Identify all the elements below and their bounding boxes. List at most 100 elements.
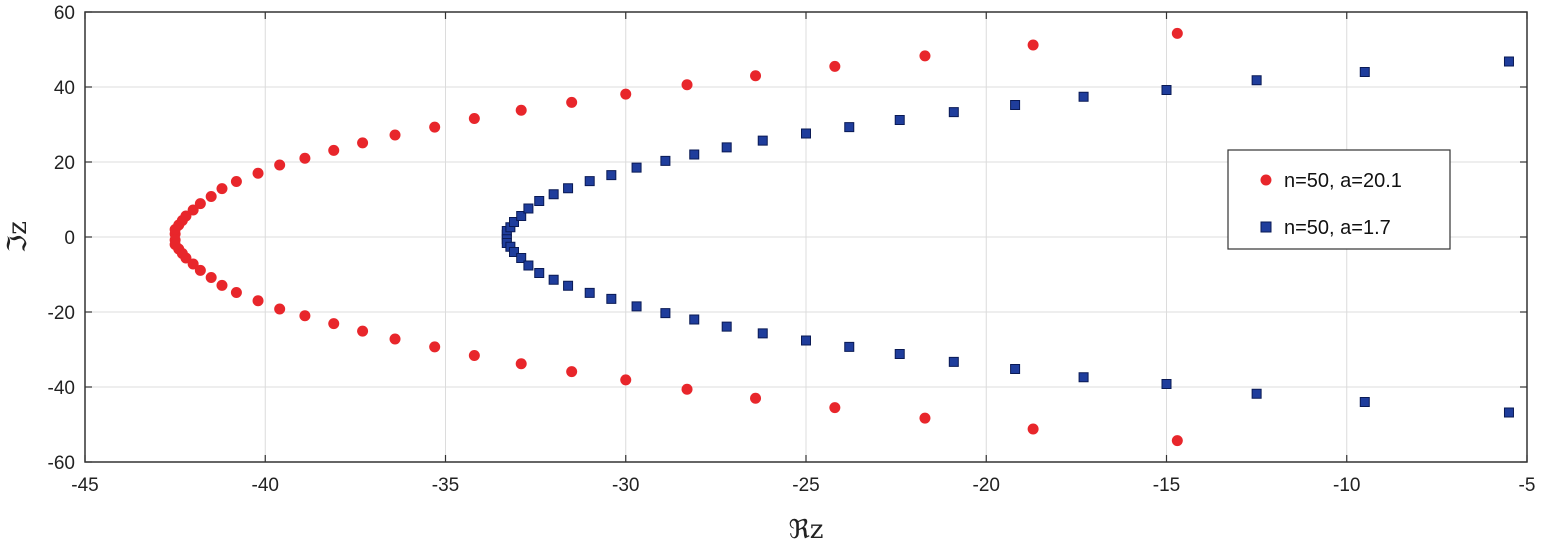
data-point-circle <box>919 50 931 62</box>
data-point-square <box>606 170 617 181</box>
x-tick-label: -15 <box>1153 475 1180 496</box>
y-tick-labels: -60 -40 -20 0 20 40 60 <box>48 3 75 474</box>
x-tick-label: -30 <box>612 475 639 496</box>
data-point-circle <box>566 96 578 108</box>
legend-marker-square <box>1260 221 1272 233</box>
data-point-square <box>631 162 642 173</box>
data-point-square <box>516 253 527 263</box>
y-tick-label: -40 <box>48 378 75 399</box>
data-point-circle <box>620 88 632 100</box>
legend-marker-circle <box>1260 174 1272 186</box>
data-point-circle <box>216 183 228 195</box>
data-point-circle <box>389 333 401 345</box>
data-point-circle <box>194 198 206 210</box>
data-point-circle <box>620 374 632 386</box>
data-point-square <box>1251 388 1262 399</box>
data-point-square <box>508 247 519 257</box>
data-point-square <box>1010 364 1021 374</box>
data-point-square <box>948 356 959 367</box>
y-tick-label: 60 <box>54 3 75 24</box>
x-tick-labels: -45 -40 -35 -30 -25 -20 -15 -10 -5 <box>71 475 1535 496</box>
data-point-circle <box>252 167 264 179</box>
data-point-square <box>508 217 519 227</box>
data-point-circle <box>299 310 311 322</box>
data-point-square <box>563 280 574 291</box>
data-point-square <box>1359 397 1370 407</box>
x-tick-label: -35 <box>432 475 459 496</box>
series-1 <box>169 27 1183 447</box>
data-point-circle <box>187 204 199 216</box>
data-point-circle <box>829 60 841 72</box>
data-point-square <box>516 211 527 221</box>
data-point-circle <box>429 121 441 133</box>
data-point-circle <box>468 350 480 361</box>
data-point-circle <box>1171 435 1183 447</box>
data-point-circle <box>750 392 762 404</box>
data-point-circle <box>681 79 693 91</box>
data-point-square <box>1010 100 1021 110</box>
data-point-square <box>534 268 545 278</box>
data-point-square <box>757 135 768 146</box>
data-point-circle <box>274 159 286 171</box>
x-tick-label: -40 <box>252 475 279 496</box>
y-axis-label: ℑz <box>3 221 33 253</box>
data-point-square <box>631 301 642 312</box>
x-axis-label: ℜz <box>789 515 824 545</box>
data-point-circle <box>180 210 192 222</box>
y-tick-label: 0 <box>64 228 75 249</box>
data-point-circle <box>750 70 762 82</box>
data-point-circle <box>328 318 340 330</box>
y-tick-label: -60 <box>48 453 75 474</box>
data-point-square <box>660 308 671 319</box>
data-point-circle <box>230 287 242 298</box>
data-point-square <box>523 203 534 214</box>
data-point-circle <box>1027 423 1039 435</box>
data-point-square <box>548 274 559 285</box>
data-point-square <box>721 321 732 332</box>
y-tick-label: 20 <box>54 153 75 174</box>
data-point-circle <box>357 137 369 149</box>
data-point-square <box>1078 91 1089 102</box>
data-point-square <box>844 341 855 352</box>
data-point-circle <box>1027 39 1039 51</box>
data-point-circle <box>566 366 578 378</box>
data-point-circle <box>829 402 841 414</box>
data-point-circle <box>468 113 480 124</box>
data-point-square <box>1503 56 1514 67</box>
data-point-square <box>894 349 905 359</box>
data-point-circle <box>180 252 192 264</box>
data-point-square <box>660 155 671 166</box>
data-point-circle <box>274 303 286 315</box>
data-point-square <box>801 128 811 139</box>
data-point-circle <box>328 144 340 156</box>
data-point-square <box>523 260 534 271</box>
data-point-circle <box>205 191 217 202</box>
series-2 <box>501 56 1514 418</box>
data-point-square <box>584 287 595 298</box>
data-point-circle <box>515 358 527 370</box>
data-point-square <box>1359 67 1370 77</box>
data-point-square <box>606 293 617 304</box>
x-tick-label: -10 <box>1333 475 1360 496</box>
data-point-square <box>1078 372 1089 383</box>
data-point-circle <box>205 272 217 283</box>
data-points <box>169 27 1514 447</box>
data-point-circle <box>919 412 931 424</box>
data-point-square <box>689 149 700 160</box>
data-point-circle <box>515 104 527 116</box>
data-point-circle <box>299 152 311 164</box>
data-point-circle <box>389 129 401 141</box>
y-tick-label: 40 <box>54 78 75 99</box>
data-point-square <box>1161 379 1172 389</box>
data-point-circle <box>681 383 693 395</box>
data-point-square <box>689 314 700 325</box>
data-point-square <box>548 189 559 200</box>
data-point-square <box>534 196 545 206</box>
x-tick-label: -25 <box>792 475 819 496</box>
data-point-square <box>584 176 595 187</box>
data-point-square <box>757 328 768 339</box>
data-point-square <box>1161 85 1172 95</box>
legend-label-series-1: n=50, a=20.1 <box>1284 170 1402 192</box>
plot-frame <box>84 11 1528 463</box>
data-point-circle <box>230 176 242 187</box>
